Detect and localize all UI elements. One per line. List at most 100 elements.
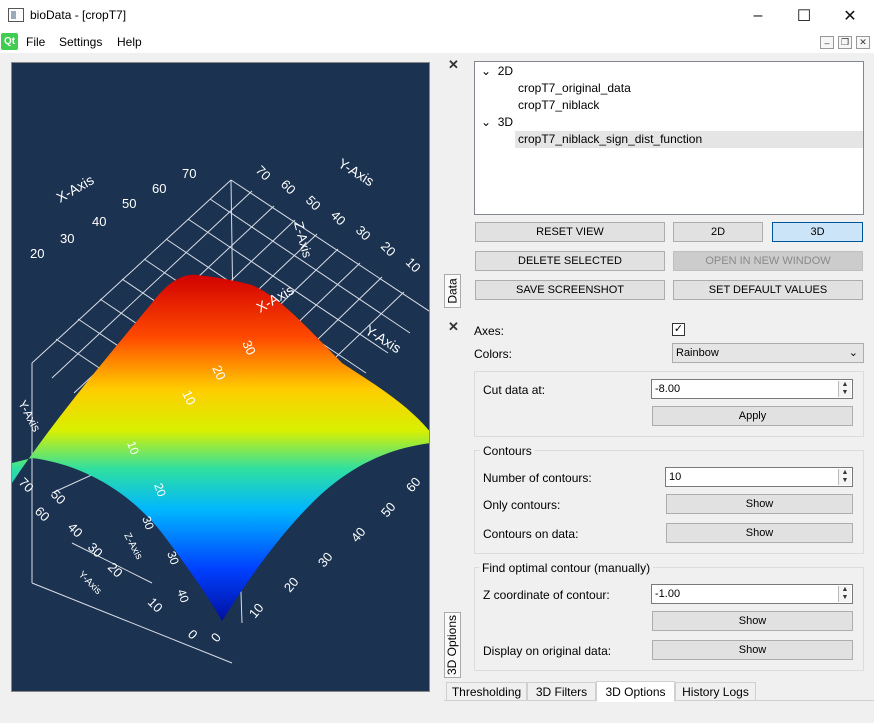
delete-selected-button[interactable]: DELETE SELECTED [475, 251, 665, 271]
z-ticks: 10 20 30 [179, 338, 259, 407]
tab-options-dock[interactable]: 3D Options [444, 612, 461, 678]
contours-on-data-show-button[interactable]: Show [666, 523, 853, 543]
tick: 50 [122, 196, 136, 211]
tick: 70 [182, 166, 196, 181]
cut-data-value: -8.00 [655, 383, 681, 395]
3d-plot-view[interactable]: X-Axis Y-Axis Z-Axis X-Axis Y-Axis Y-Axi… [11, 62, 430, 692]
spinner-arrows-icon[interactable]: ▲ ▼ [838, 586, 851, 602]
mdi-minimize-icon[interactable]: – [820, 36, 834, 49]
chevron-down-icon[interactable]: ⌄ [481, 115, 492, 129]
y-axis-label-right: Y-Axis [362, 322, 404, 356]
num-contours-input[interactable]: 10 ▲ ▼ [665, 467, 853, 487]
tab-3d-filters[interactable]: 3D Filters [527, 682, 596, 701]
tick: 10 [179, 388, 199, 407]
dataset-tree[interactable]: ⌄ 2D cropT7_original_data cropT7_niblack… [474, 61, 864, 215]
view-2d-button[interactable]: 2D [673, 222, 763, 242]
tab-data-dock[interactable]: Data [444, 274, 461, 308]
save-screenshot-button[interactable]: SAVE SCREENSHOT [475, 280, 665, 300]
status-bar [0, 703, 874, 723]
z-axis-label-top: Z-Axis [291, 220, 315, 260]
contours-on-data-label: Contours on data: [483, 527, 579, 541]
tick: 20 [209, 363, 229, 382]
axes-label: Axes: [474, 324, 505, 338]
data-dock-strip [444, 55, 462, 310]
app-icon [8, 8, 24, 22]
tick: 10 [145, 595, 166, 616]
colors-select[interactable]: Rainbow ⌄ [672, 343, 864, 363]
tick: 70 [253, 163, 274, 184]
3d-surface-plot[interactable]: X-Axis Y-Axis Z-Axis X-Axis Y-Axis Y-Axi… [12, 63, 430, 692]
reset-view-button[interactable]: RESET VIEW [475, 222, 665, 242]
only-contours-show-button[interactable]: Show [666, 494, 853, 514]
mdi-close-icon[interactable]: ✕ [856, 36, 870, 49]
z-coord-value: -1.00 [655, 588, 681, 600]
tick: 20 [30, 246, 44, 261]
y-axis-label-front: Y-Axis [76, 569, 104, 597]
apply-button[interactable]: Apply [652, 406, 853, 426]
z-coord-label: Z coordinate of contour: [483, 588, 610, 602]
tree-group-2d[interactable]: ⌄ 2D [481, 63, 513, 80]
tree-group-label: 2D [497, 64, 514, 78]
tick: 40 [92, 214, 106, 229]
tick: 30 [139, 514, 157, 532]
chevron-down-icon: ⌄ [848, 347, 858, 359]
cut-data-label: Cut data at: [483, 383, 546, 397]
tick: 50 [48, 487, 69, 508]
tree-item[interactable]: cropT7_original_data [518, 81, 631, 95]
options-dock-close-icon[interactable]: ✕ [448, 319, 459, 334]
spinner-arrows-icon[interactable]: ▲ ▼ [838, 469, 851, 485]
maximize-button[interactable]: ☐ [796, 7, 812, 25]
data-dock-close-icon[interactable]: ✕ [448, 57, 459, 72]
tab-thresholding[interactable]: Thresholding [446, 682, 527, 701]
chevron-down-icon[interactable]: ⌄ [481, 64, 492, 78]
tick: 0 [208, 630, 224, 645]
tab-3d-options[interactable]: 3D Options [596, 681, 675, 702]
tick: 40 [65, 520, 86, 541]
menu-file[interactable]: File [26, 35, 46, 49]
window-title: bioData - [cropT7] [30, 8, 127, 22]
display-orig-show-button[interactable]: Show [652, 640, 853, 660]
data-dock-label: Data [445, 278, 460, 304]
title-bar [0, 0, 874, 31]
view-3d-button[interactable]: 3D [772, 222, 863, 242]
spinner-arrows-icon[interactable]: ▲ ▼ [838, 381, 851, 397]
options-dock-strip [444, 316, 462, 680]
tick: 40 [348, 524, 369, 545]
tab-history-logs[interactable]: History Logs [675, 682, 756, 701]
tick: 20 [378, 239, 399, 260]
tick: 30 [353, 223, 374, 244]
tick: 10 [403, 255, 424, 276]
z-coord-input[interactable]: -1.00 ▲ ▼ [651, 584, 853, 604]
tick: 50 [303, 193, 324, 214]
tree-item-selected[interactable]: cropT7_niblack_sign_dist_function [515, 131, 863, 148]
mdi-restore-icon[interactable]: ❐ [838, 36, 852, 49]
optimal-contour-title: Find optimal contour (manually) [479, 561, 654, 575]
tick: 40 [174, 587, 192, 605]
cut-data-input[interactable]: -8.00 ▲ ▼ [651, 379, 853, 399]
z-axis-label-front: Z-Axis [121, 531, 144, 561]
tree-item[interactable]: cropT7_niblack [518, 98, 600, 112]
menu-help[interactable]: Help [117, 35, 142, 49]
tick: 60 [152, 181, 166, 196]
num-contours-label: Number of contours: [483, 471, 592, 485]
tick: 30 [164, 549, 182, 567]
tick: 20 [151, 481, 169, 499]
tree-group-3d[interactable]: ⌄ 3D [481, 114, 513, 131]
set-defaults-button[interactable]: SET DEFAULT VALUES [673, 280, 863, 300]
z-coord-show-button[interactable]: Show [652, 611, 853, 631]
colors-value: Rainbow [676, 347, 719, 359]
num-contours-value: 10 [669, 471, 682, 483]
axes-checkbox[interactable]: ✓ [672, 323, 685, 336]
optimal-contour-group [474, 567, 864, 671]
menu-settings[interactable]: Settings [59, 35, 103, 49]
tick: 20 [105, 560, 126, 581]
only-contours-label: Only contours: [483, 498, 561, 512]
close-button[interactable]: ✕ [843, 7, 857, 25]
qt-logo-icon: Qt [1, 33, 18, 50]
y-axis-label-left: Y-Axis [15, 398, 43, 434]
colors-label: Colors: [474, 347, 513, 361]
contours-group [474, 450, 864, 554]
tick: 60 [278, 177, 299, 198]
minimize-button[interactable]: – [753, 6, 763, 24]
menu-bar [0, 31, 874, 53]
